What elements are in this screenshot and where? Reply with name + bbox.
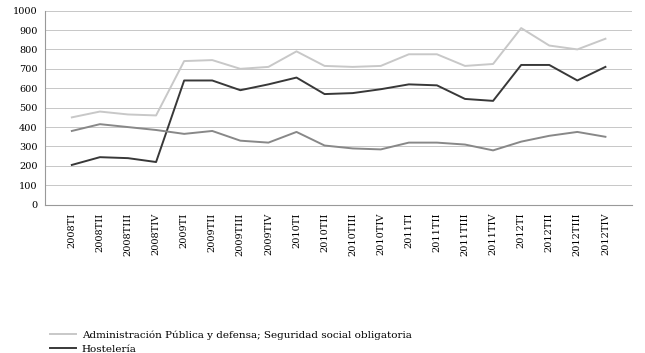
Administración Pública y defensa; Seguridad social obligatoria (237, 67, 244, 71)
Comercio al por mayor y al por menor; reparación de vehículos de motor (124, 125, 132, 129)
Administración Pública y defensa; Seguridad social obligatoria (208, 58, 216, 62)
Hostelería (68, 163, 75, 167)
Comercio al por mayor y al por menor; reparación de vehículos de motor (461, 143, 469, 147)
Administración Pública y defensa; Seguridad social obligatoria (68, 115, 75, 119)
Comercio al por mayor y al por menor; reparación de vehículos de motor (602, 135, 610, 139)
Comercio al por mayor y al por menor; reparación de vehículos de motor (349, 146, 357, 150)
Hostelería (264, 82, 272, 86)
Administración Pública y defensa; Seguridad social obligatoria (264, 65, 272, 69)
Comercio al por mayor y al por menor; reparación de vehículos de motor (208, 129, 216, 133)
Comercio al por mayor y al por menor; reparación de vehículos de motor (152, 128, 160, 132)
Hostelería (321, 92, 328, 96)
Hostelería (349, 91, 357, 95)
Administración Pública y defensa; Seguridad social obligatoria (321, 64, 328, 68)
Administración Pública y defensa; Seguridad social obligatoria (377, 64, 384, 68)
Legend: Administración Pública y defensa; Seguridad social obligatoria, Hostelería, Come: Administración Pública y defensa; Seguri… (50, 330, 466, 353)
Administración Pública y defensa; Seguridad social obligatoria (349, 65, 357, 69)
Hostelería (573, 78, 581, 83)
Administración Pública y defensa; Seguridad social obligatoria (293, 49, 301, 54)
Administración Pública y defensa; Seguridad social obligatoria (461, 64, 469, 68)
Hostelería (377, 87, 384, 91)
Administración Pública y defensa; Seguridad social obligatoria (152, 113, 160, 118)
Comercio al por mayor y al por menor; reparación de vehículos de motor (546, 134, 553, 138)
Comercio al por mayor y al por menor; reparación de vehículos de motor (489, 148, 497, 152)
Hostelería (517, 63, 525, 67)
Hostelería (602, 65, 610, 69)
Line: Comercio al por mayor y al por menor; reparación de vehículos de motor: Comercio al por mayor y al por menor; re… (72, 124, 606, 150)
Administración Pública y defensa; Seguridad social obligatoria (489, 62, 497, 66)
Line: Hostelería: Hostelería (72, 65, 606, 165)
Comercio al por mayor y al por menor; reparación de vehículos de motor (264, 140, 272, 145)
Hostelería (461, 97, 469, 101)
Administración Pública y defensa; Seguridad social obligatoria (405, 52, 413, 56)
Comercio al por mayor y al por menor; reparación de vehículos de motor (377, 147, 384, 151)
Administración Pública y defensa; Seguridad social obligatoria (124, 112, 132, 116)
Line: Administración Pública y defensa; Seguridad social obligatoria: Administración Pública y defensa; Seguri… (72, 28, 606, 117)
Administración Pública y defensa; Seguridad social obligatoria (96, 109, 104, 114)
Comercio al por mayor y al por menor; reparación de vehículos de motor (321, 143, 328, 148)
Comercio al por mayor y al por menor; reparación de vehículos de motor (573, 130, 581, 134)
Hostelería (208, 78, 216, 83)
Hostelería (152, 160, 160, 164)
Comercio al por mayor y al por menor; reparación de vehículos de motor (517, 139, 525, 144)
Hostelería (237, 88, 244, 92)
Hostelería (293, 76, 301, 80)
Hostelería (433, 83, 441, 88)
Hostelería (181, 78, 188, 83)
Comercio al por mayor y al por menor; reparación de vehículos de motor (433, 140, 441, 145)
Comercio al por mayor y al por menor; reparación de vehículos de motor (181, 132, 188, 136)
Comercio al por mayor y al por menor; reparación de vehículos de motor (293, 130, 301, 134)
Hostelería (489, 99, 497, 103)
Comercio al por mayor y al por menor; reparación de vehículos de motor (237, 139, 244, 143)
Hostelería (546, 63, 553, 67)
Administración Pública y defensa; Seguridad social obligatoria (573, 47, 581, 52)
Administración Pública y defensa; Seguridad social obligatoria (602, 37, 610, 41)
Administración Pública y defensa; Seguridad social obligatoria (517, 26, 525, 30)
Hostelería (96, 155, 104, 159)
Hostelería (124, 156, 132, 160)
Administración Pública y defensa; Seguridad social obligatoria (181, 59, 188, 63)
Administración Pública y defensa; Seguridad social obligatoria (433, 52, 441, 56)
Administración Pública y defensa; Seguridad social obligatoria (546, 43, 553, 48)
Comercio al por mayor y al por menor; reparación de vehículos de motor (405, 140, 413, 145)
Hostelería (405, 82, 413, 86)
Comercio al por mayor y al por menor; reparación de vehículos de motor (96, 122, 104, 126)
Comercio al por mayor y al por menor; reparación de vehículos de motor (68, 129, 75, 133)
